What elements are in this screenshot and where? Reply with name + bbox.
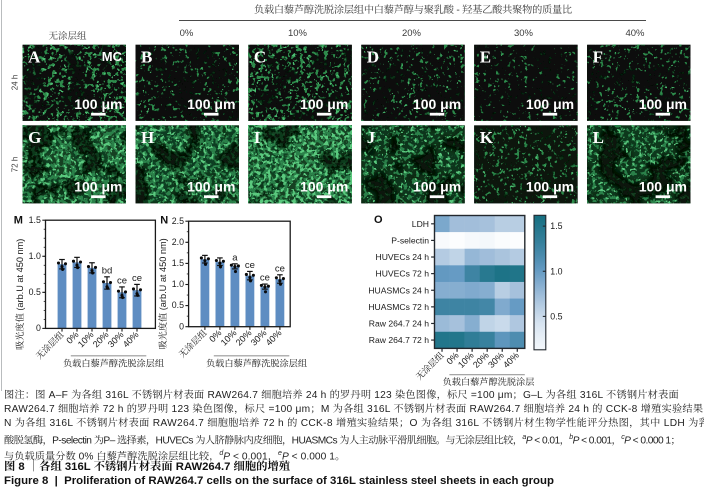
svg-text:D: D: [367, 47, 379, 66]
svg-text:100 μm: 100 μm: [526, 179, 574, 195]
svg-text:0.5: 0.5: [29, 287, 41, 297]
svg-text:2.5: 2.5: [172, 216, 184, 226]
svg-text:J: J: [367, 128, 376, 147]
svg-text:吸光度值 (arb.U at 450 nm): 吸光度值 (arb.U at 450 nm): [155, 238, 169, 349]
svg-text:C: C: [254, 47, 266, 66]
svg-text:负载白藜芦醇洗脱涂层: 负载白藜芦醇洗脱涂层: [443, 374, 535, 388]
svg-text:ce: ce: [275, 263, 285, 274]
svg-text:0.5: 0.5: [550, 311, 562, 321]
svg-text:无涂层组: 无涂层组: [33, 329, 66, 362]
svg-text:ce: ce: [260, 273, 270, 284]
svg-text:1.5: 1.5: [550, 221, 562, 231]
svg-text:吸光度值 (arb.U at 450 nm): 吸光度值 (arb.U at 450 nm): [12, 239, 26, 350]
svg-text:HUVECs 72 h: HUVECs 72 h: [376, 269, 430, 279]
svg-text:1.0: 1.0: [29, 251, 41, 261]
svg-text:负载白藜芦醇洗脱涂层组: 负载白藜芦醇洗脱涂层组: [206, 355, 307, 369]
svg-text:1.5: 1.5: [172, 258, 184, 268]
svg-text:40%: 40%: [501, 350, 521, 370]
svg-text:100 μm: 100 μm: [74, 179, 122, 195]
svg-text:1.0: 1.0: [550, 266, 562, 276]
svg-text:100 μm: 100 μm: [413, 96, 461, 112]
svg-text:ce: ce: [132, 273, 142, 284]
svg-text:1.5: 1.5: [29, 215, 41, 225]
svg-text:B: B: [141, 47, 152, 66]
svg-text:HUVECs 24 h: HUVECs 24 h: [376, 252, 430, 262]
svg-text:M: M: [14, 214, 23, 226]
svg-text:1.0: 1.0: [172, 279, 184, 289]
svg-text:HUASMCs 72 h: HUASMCs 72 h: [368, 302, 429, 312]
svg-text:bd: bd: [102, 265, 113, 276]
svg-text:L: L: [593, 128, 604, 147]
svg-text:O: O: [374, 214, 383, 226]
svg-text:G: G: [28, 128, 41, 147]
svg-text:100 μm: 100 μm: [300, 96, 348, 112]
svg-text:MC: MC: [102, 49, 123, 64]
svg-text:100 μm: 100 μm: [187, 179, 235, 195]
svg-text:无涂层组: 无涂层组: [413, 349, 446, 382]
svg-text:40%: 40%: [121, 330, 141, 350]
svg-text:100 μm: 100 μm: [639, 96, 687, 112]
svg-text:100 μm: 100 μm: [74, 96, 122, 112]
svg-text:0: 0: [36, 323, 41, 333]
svg-text:E: E: [480, 47, 491, 66]
svg-text:无涂层组: 无涂层组: [176, 327, 209, 360]
svg-text:100 μm: 100 μm: [413, 179, 461, 195]
svg-text:HUASMCs 24 h: HUASMCs 24 h: [368, 285, 429, 295]
svg-text:负载白藜芦醇洗脱涂层组: 负载白藜芦醇洗脱涂层组: [63, 355, 164, 369]
svg-text:ce: ce: [117, 275, 127, 286]
svg-text:100 μm: 100 μm: [187, 96, 235, 112]
svg-text:P-selectin: P-selectin: [391, 235, 429, 245]
svg-text:a: a: [232, 252, 238, 263]
svg-text:Raw 264.7 24 h: Raw 264.7 24 h: [369, 318, 429, 328]
svg-text:Raw 264.7 72 h: Raw 264.7 72 h: [369, 335, 429, 345]
svg-text:0: 0: [179, 321, 184, 331]
svg-text:0.5: 0.5: [172, 300, 184, 310]
svg-text:100 μm: 100 μm: [639, 179, 687, 195]
svg-text:K: K: [480, 128, 494, 147]
svg-text:I: I: [254, 128, 261, 147]
svg-text:100 μm: 100 μm: [526, 96, 574, 112]
svg-text:40%: 40%: [264, 328, 284, 348]
svg-text:2.0: 2.0: [172, 237, 184, 247]
svg-text:H: H: [141, 128, 154, 147]
svg-text:F: F: [593, 47, 603, 66]
svg-text:N: N: [160, 214, 168, 226]
svg-text:LDH: LDH: [412, 219, 429, 229]
svg-text:A: A: [28, 47, 41, 66]
svg-text:100 μm: 100 μm: [300, 179, 348, 195]
svg-text:ce: ce: [245, 260, 255, 271]
